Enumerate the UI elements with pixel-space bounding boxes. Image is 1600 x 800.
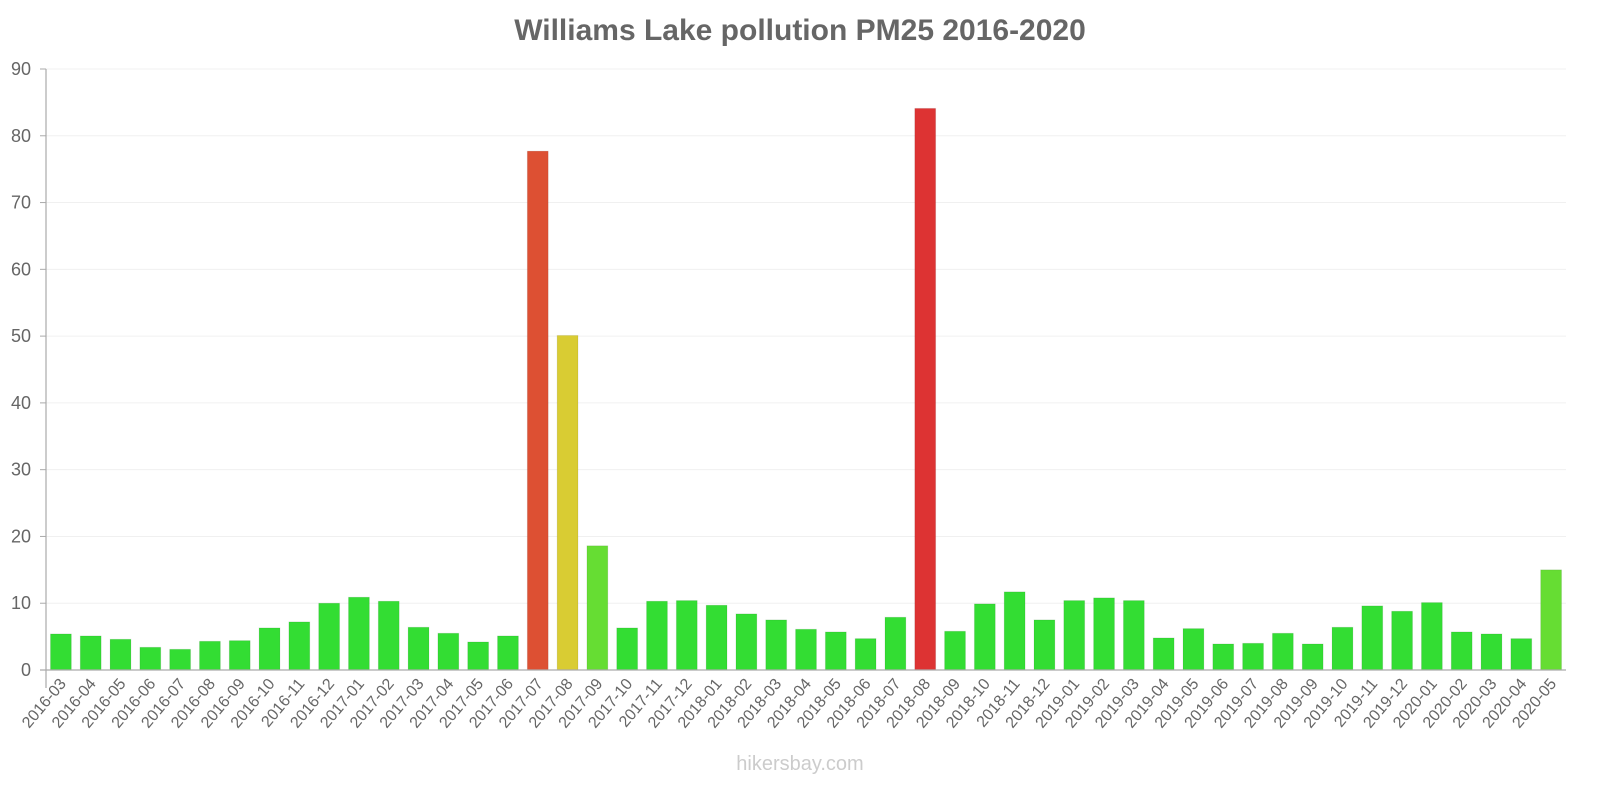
- bar-2018-06: [854, 638, 877, 671]
- bar-2017-06: [497, 635, 519, 671]
- bar-2019-06: [1212, 643, 1235, 671]
- bar-2016-09: [228, 640, 251, 671]
- y-tick-label: 90: [11, 59, 31, 79]
- y-tick-label: 60: [11, 259, 31, 279]
- bar-2020-03: [1480, 633, 1503, 671]
- bar-2020-02: [1450, 631, 1473, 671]
- bar-2017-02: [377, 600, 400, 671]
- bar-2016-05: [109, 638, 132, 671]
- bar-2019-03: [1122, 600, 1145, 671]
- bar-2018-11: [1003, 591, 1026, 671]
- chart-title: Williams Lake pollution PM25 2016-2020: [514, 14, 1086, 47]
- bar-2018-05: [824, 631, 847, 671]
- watermark-footer: hikersbay.com: [736, 753, 864, 775]
- bar-2017-10: [616, 627, 639, 671]
- bar-2017-01: [348, 596, 370, 671]
- bar-2017-03: [407, 626, 430, 671]
- y-tick-label: 10: [11, 593, 31, 613]
- bar-2018-09: [944, 630, 966, 671]
- bar-2016-11: [288, 621, 311, 671]
- bar-2019-08: [1271, 632, 1294, 671]
- bar-2016-03: [49, 633, 72, 671]
- bar-2018-10: [973, 603, 996, 671]
- bar-2017-09: [586, 545, 609, 671]
- bar-2019-10: [1331, 626, 1354, 671]
- bar-2016-10: [258, 627, 281, 671]
- bar-2019-11: [1361, 605, 1384, 671]
- bar-2016-08: [198, 640, 221, 671]
- bar-2017-12: [675, 600, 698, 671]
- bar-2018-01: [705, 604, 728, 671]
- bar-2018-08: [914, 107, 937, 671]
- bar-2018-02: [735, 613, 758, 671]
- bar-2019-07: [1242, 642, 1264, 671]
- bar-2017-04: [437, 632, 460, 671]
- axes: [40, 69, 1566, 688]
- bar-2017-05: [467, 641, 490, 671]
- gridlines: [46, 68, 1566, 604]
- bars: [49, 107, 1563, 671]
- bar-2017-11: [646, 600, 668, 671]
- y-tick-label: 50: [11, 326, 31, 346]
- bar-2016-06: [139, 646, 162, 671]
- bar-2020-01: [1420, 602, 1443, 671]
- bar-2019-05: [1182, 628, 1205, 671]
- y-tick-label: 70: [11, 193, 31, 213]
- bar-2018-07: [884, 616, 907, 671]
- bar-2019-02: [1093, 597, 1115, 671]
- bar-2019-01: [1063, 600, 1086, 671]
- bar-2016-04: [79, 635, 102, 671]
- bar-2017-07: [526, 150, 549, 671]
- bar-2019-09: [1301, 643, 1324, 671]
- bar-2018-03: [765, 619, 788, 671]
- bar-2018-04: [795, 628, 817, 671]
- bar-2019-04: [1152, 637, 1175, 671]
- x-axis-ticks: 2016-032016-042016-052016-062016-072016-…: [19, 676, 1560, 732]
- bar-2016-07: [169, 648, 192, 671]
- y-tick-label: 20: [11, 526, 31, 546]
- bar-2017-08: [556, 334, 579, 671]
- bar-2016-12: [318, 602, 341, 671]
- bar-2020-04: [1510, 638, 1533, 671]
- y-tick-label: 0: [21, 660, 31, 680]
- bar-2019-12: [1391, 610, 1414, 671]
- bar-2018-12: [1033, 619, 1056, 671]
- y-tick-label: 40: [11, 393, 31, 413]
- y-axis-ticks: 0 10 20 30 40 50 60 70 80 90: [11, 59, 46, 680]
- bar-2020-05: [1540, 569, 1563, 671]
- y-tick-label: 30: [11, 460, 31, 480]
- y-tick-label: 80: [11, 126, 31, 146]
